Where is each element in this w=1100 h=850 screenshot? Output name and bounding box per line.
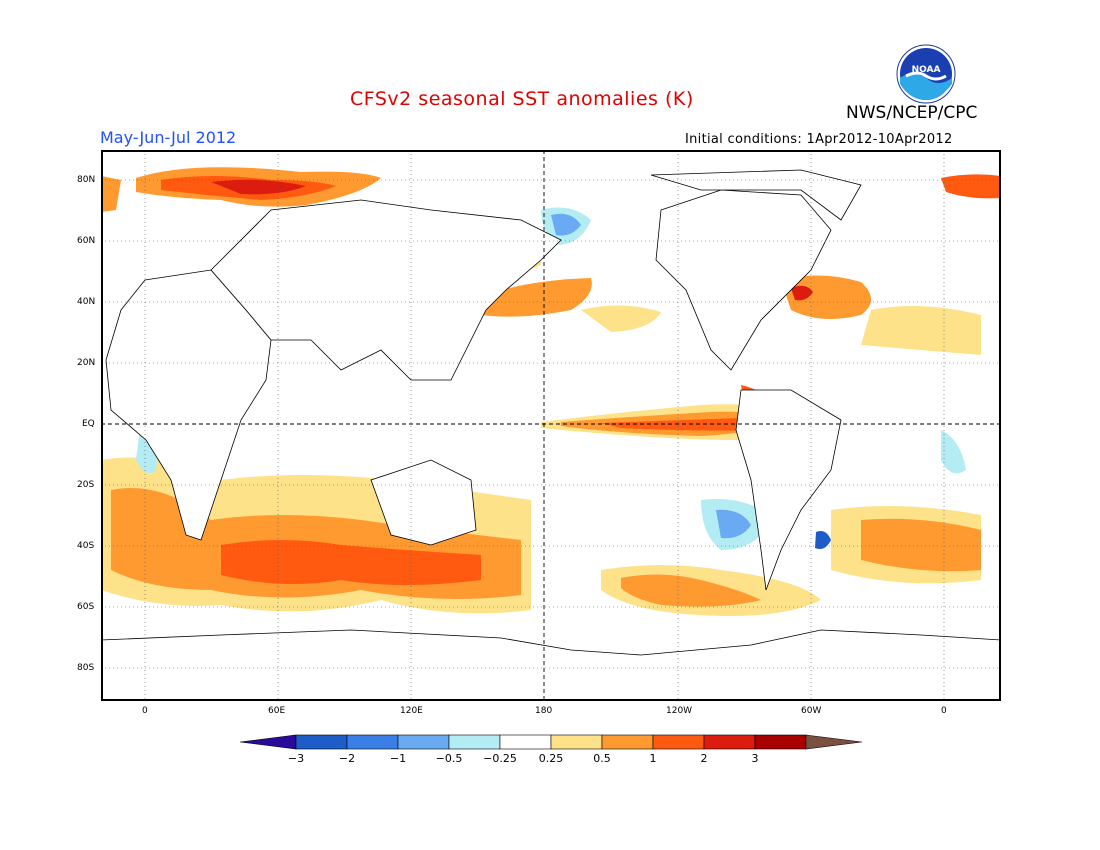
noaa-logo: NOAA xyxy=(896,44,956,104)
lat-label: 80S xyxy=(77,663,95,673)
lat-label: 20N xyxy=(77,358,96,368)
color-bar-tick: 2 xyxy=(700,752,708,765)
lat-label: 60N xyxy=(77,236,96,246)
color-bar-swatch xyxy=(550,734,603,750)
initial-conditions: Initial conditions: 1Apr2012-10Apr2012 xyxy=(685,132,953,147)
color-bar-tick: −3 xyxy=(287,752,305,765)
color-bar-swatch xyxy=(295,734,348,750)
color-bar-tick: −0.5 xyxy=(435,752,463,765)
color-bar-swatch xyxy=(346,734,399,750)
color-bar-tick: −0.25 xyxy=(483,752,517,765)
color-bar xyxy=(240,734,862,750)
lat-label: 60S xyxy=(77,602,95,612)
lat-label: 20S xyxy=(77,480,95,490)
lon-label: 180 xyxy=(535,706,553,716)
color-bar-tick: −2 xyxy=(338,752,356,765)
color-bar-swatch xyxy=(240,734,297,750)
lat-label: 40S xyxy=(77,541,95,551)
lat-label: EQ xyxy=(82,419,95,429)
color-bar-tick: −1 xyxy=(389,752,407,765)
lat-label: 80N xyxy=(77,175,96,185)
color-bar-swatch xyxy=(703,734,756,750)
lon-label: 0 xyxy=(941,706,947,716)
sst-anomaly-map xyxy=(101,150,1001,701)
lon-label: 0 xyxy=(142,706,148,716)
positive-anomalies xyxy=(101,167,1001,616)
color-bar-tick: 0.25 xyxy=(538,752,564,765)
color-bar-swatch xyxy=(448,734,501,750)
lon-label: 120W xyxy=(666,706,693,716)
logo-text: NOAA xyxy=(912,65,941,75)
lat-label: 40N xyxy=(77,297,96,307)
map-frame xyxy=(101,150,1001,701)
color-bar-swatch xyxy=(754,734,807,750)
chart-title: CFSv2 seasonal SST anomalies (K) xyxy=(350,88,694,110)
color-bar-swatch xyxy=(652,734,705,750)
color-bar-swatch xyxy=(397,734,450,750)
lon-label: 60E xyxy=(268,706,286,716)
color-bar-tick: 3 xyxy=(751,752,759,765)
color-bar-swatch xyxy=(601,734,654,750)
color-bar-tick: 1 xyxy=(649,752,657,765)
lon-label: 60W xyxy=(801,706,822,716)
lon-label: 120E xyxy=(400,706,423,716)
color-bar-swatch xyxy=(805,734,862,750)
forecast-period: May-Jun-Jul 2012 xyxy=(100,128,237,147)
color-bar-tick: 0.5 xyxy=(593,752,611,765)
color-bar-swatch xyxy=(499,734,552,750)
organization-label: NWS/NCEP/CPC xyxy=(846,103,978,123)
continents xyxy=(101,169,1001,701)
